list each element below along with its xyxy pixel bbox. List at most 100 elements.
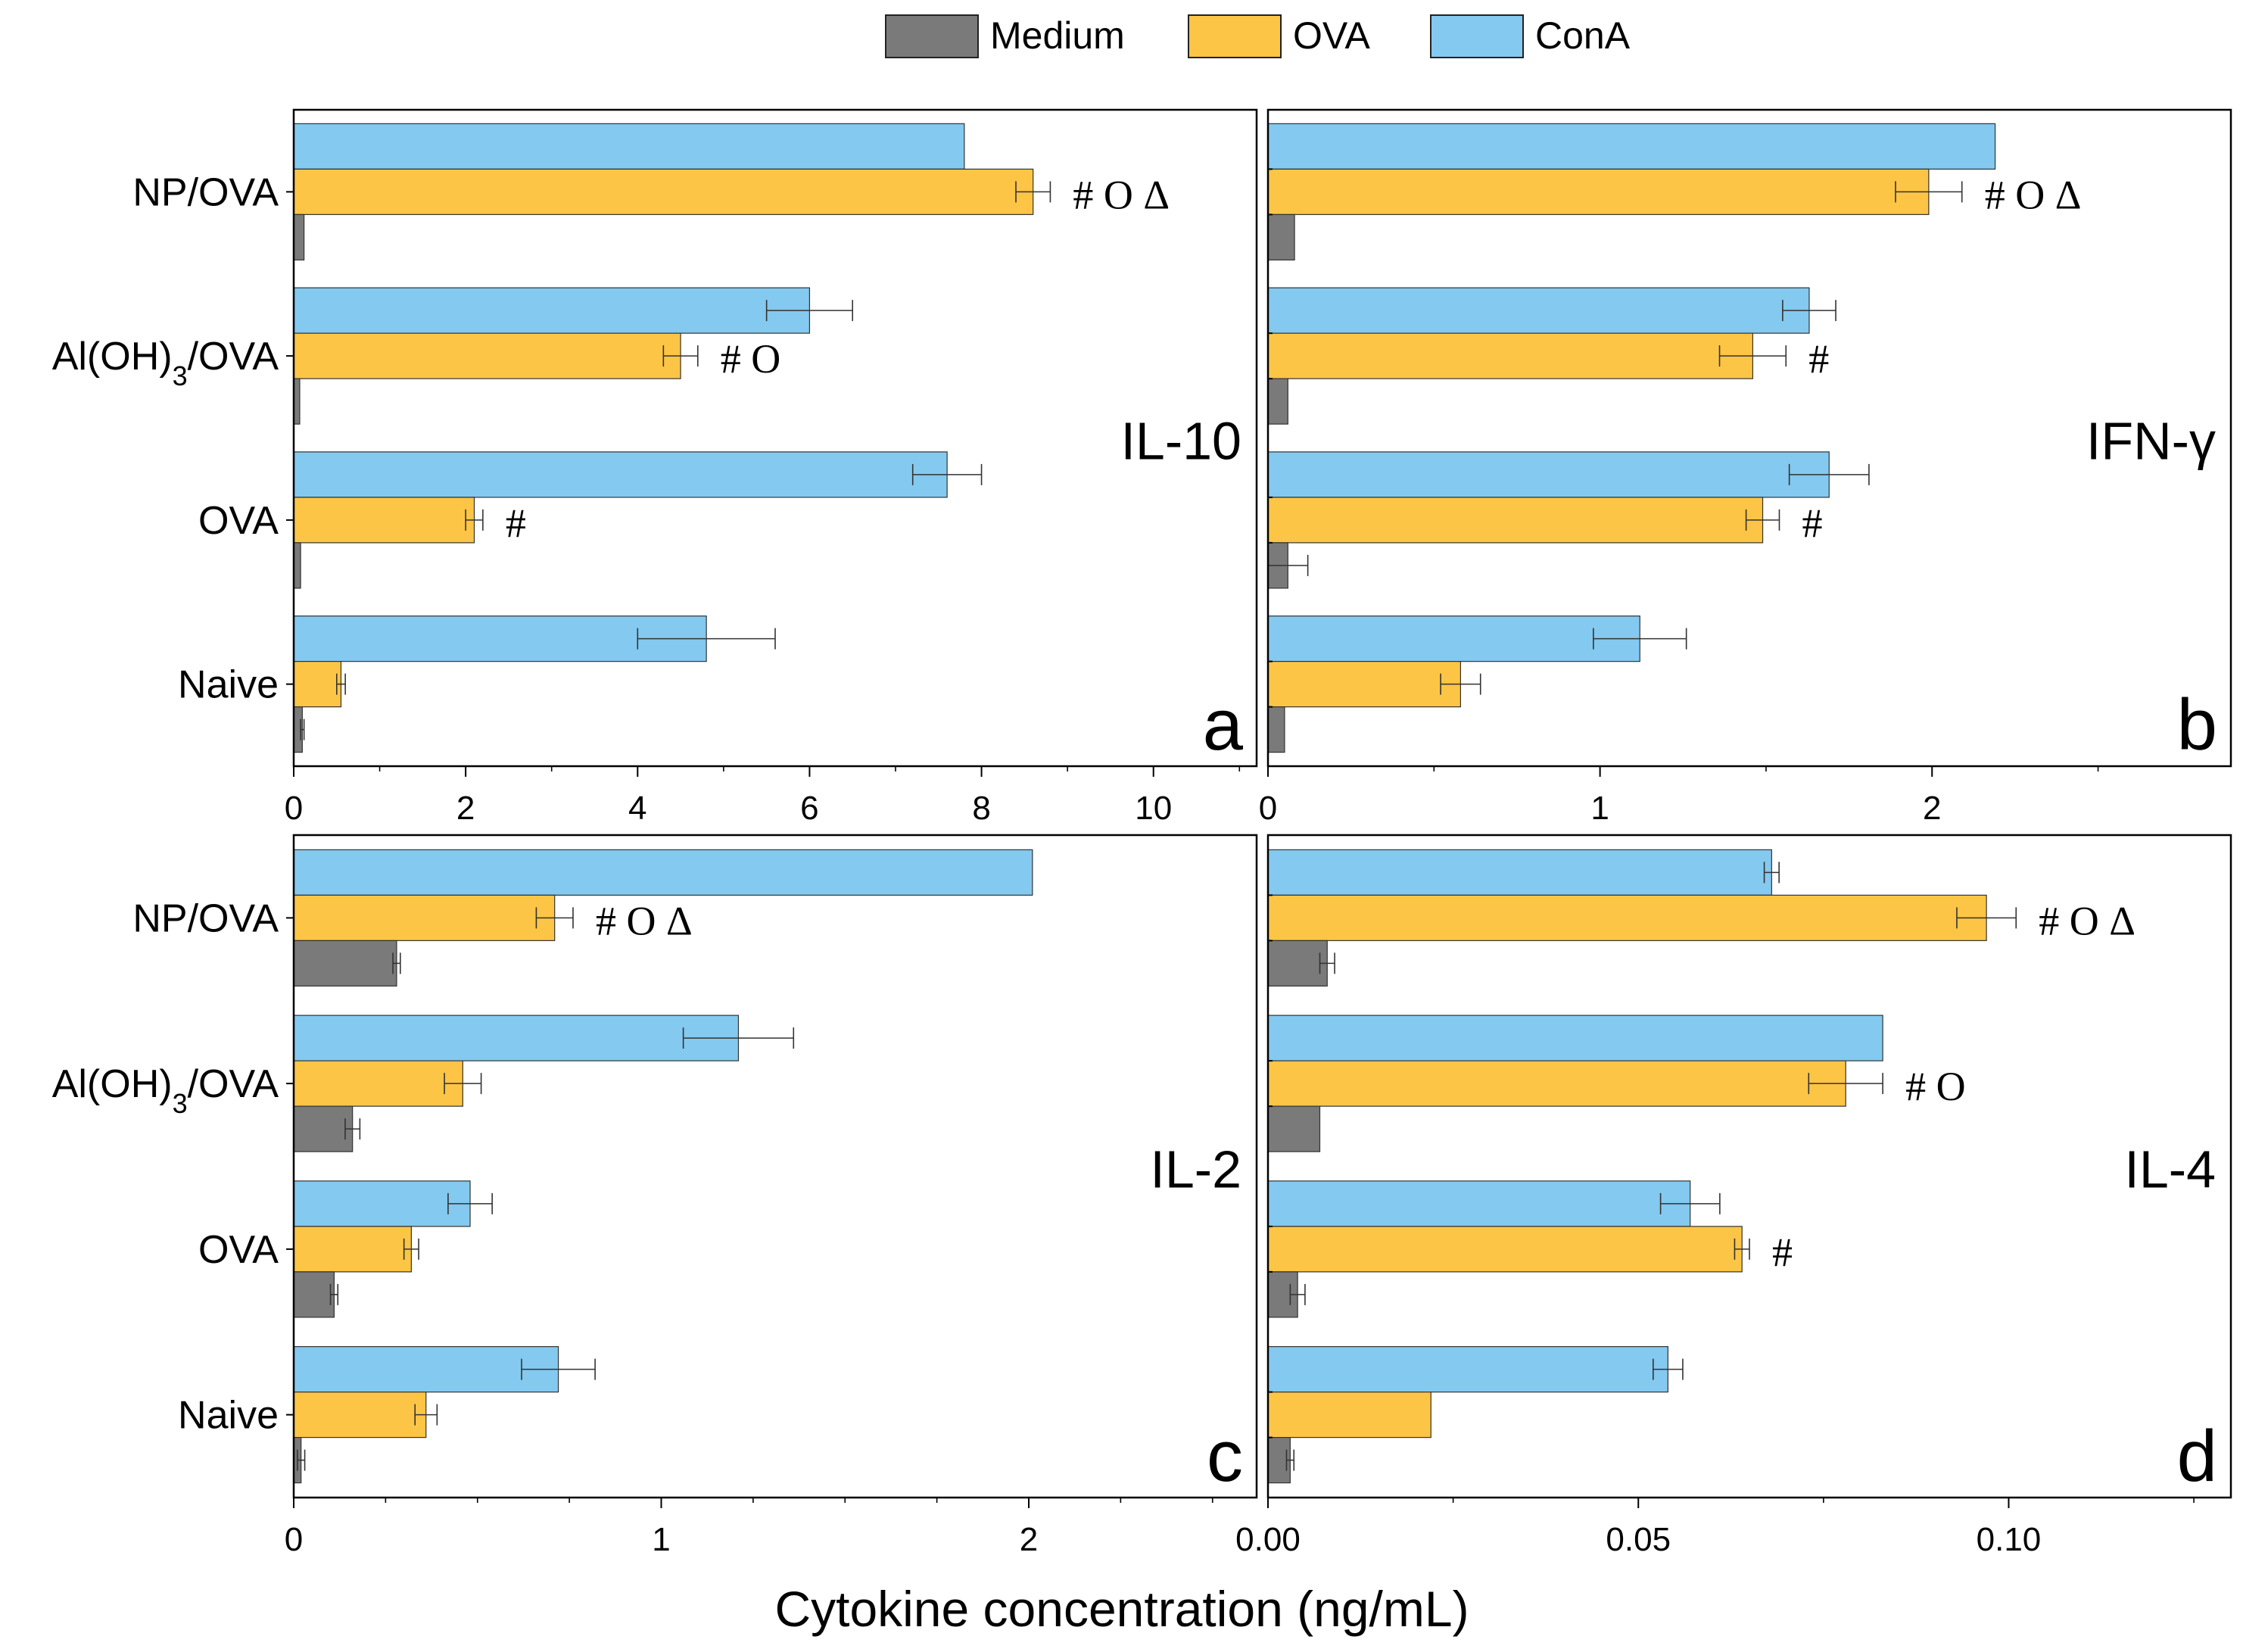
bar-ova: [293, 332, 681, 379]
bar-cona: [1267, 1015, 1883, 1061]
x-tick-label: 0.05: [1606, 1521, 1671, 1558]
category-label: NP/OVA: [132, 896, 279, 940]
x-axis: 0 2 4 6 8 10: [285, 766, 1241, 827]
significance-annotation: #: [1802, 500, 1822, 546]
bar-cona: [293, 1346, 559, 1393]
error-bar-medium: [300, 718, 305, 740]
error-bar-medium: [329, 1283, 339, 1305]
bar-ova: [293, 1226, 412, 1273]
bar-medium: [1267, 214, 1295, 260]
bar-group-naive: Naive: [178, 616, 776, 753]
x-tick-label: 0.00: [1235, 1521, 1301, 1558]
error-bar-cona: [765, 300, 854, 322]
panel-letter: a: [1203, 684, 1244, 765]
significance-annotation: # O Δ: [1985, 172, 2082, 217]
error-bar-ova: [662, 345, 699, 367]
significance-annotation: # O Δ: [2039, 898, 2136, 943]
x-tick-label: 10: [1135, 790, 1172, 827]
x-tick-label: 0.10: [1977, 1521, 2042, 1558]
error-bar-ova: [444, 1073, 482, 1095]
bar-cona: [1267, 451, 1830, 498]
bar-ova: [1267, 894, 1987, 941]
legend-swatch-medium: [885, 14, 979, 58]
bar-cona: [293, 451, 948, 498]
bar-medium: [293, 542, 301, 589]
bar-group-ova: # OVA: [198, 451, 983, 589]
bar-cona: [293, 1015, 740, 1061]
error-bar-cona: [911, 463, 983, 485]
x-axis: 0.00 0.05 0.10: [1235, 1498, 2195, 1558]
error-bar-medium: [1319, 952, 1335, 974]
significance-annotation: #: [1808, 336, 1829, 382]
panel-letter: c: [1207, 1416, 1243, 1497]
x-axis: 0 1 2: [1259, 766, 2099, 827]
error-bar-cona: [1659, 1192, 1721, 1214]
bar-medium: [293, 940, 397, 987]
significance-annotation: #: [506, 500, 526, 546]
error-bar-cona: [1593, 628, 1687, 650]
panel-b: # O Δ # #0 1 2 IFN-γ b: [1259, 108, 2232, 827]
legend-label-ova: OVA: [1293, 14, 1371, 57]
panel-frame: [292, 834, 1258, 1499]
significance-annotation: # O: [1905, 1064, 1966, 1109]
legend-item-ova: OVA: [1188, 14, 1371, 58]
error-bar-ova: [1956, 907, 2017, 929]
error-bar-ova: [414, 1404, 438, 1426]
x-axis: 0 1 2: [285, 1498, 1213, 1558]
error-bar-cona: [682, 1027, 795, 1049]
bar-ova: [293, 1060, 463, 1107]
error-bar-cona: [1788, 463, 1870, 485]
x-tick-label: 2: [456, 790, 475, 827]
bar-medium: [293, 1105, 354, 1152]
bar-ova: [1267, 332, 1753, 379]
panel-frame: [1266, 834, 2232, 1499]
significance-annotation: # O Δ: [1073, 172, 1170, 217]
error-bar-cona: [1653, 1358, 1684, 1380]
bar-ova: [293, 168, 1034, 215]
legend: Medium OVA ConA: [885, 14, 1631, 58]
significance-annotation: # O: [721, 336, 780, 382]
x-tick-label: 2: [1923, 790, 1941, 827]
legend-label-cona: ConA: [1535, 14, 1631, 57]
bar-cona: [1267, 123, 1996, 170]
bar-ova: [293, 661, 342, 708]
bar-cona: [293, 1180, 471, 1227]
error-bar-medium: [392, 952, 401, 974]
bar-medium: [1267, 1105, 1321, 1152]
x-tick-label: 0: [285, 790, 303, 827]
cytokine-label: IL-2: [1150, 1140, 1241, 1199]
category-label: OVA: [198, 1228, 279, 1272]
legend-swatch-cona: [1430, 14, 1524, 58]
bar-ova: [293, 497, 475, 544]
cytokine-label: IL-4: [2124, 1140, 2216, 1199]
x-tick-label: 0: [285, 1521, 303, 1558]
bar-group-ova: #: [1267, 1180, 1793, 1318]
bar-cona: [293, 123, 965, 170]
significance-annotation: # O Δ: [596, 898, 693, 943]
error-bar-medium: [1289, 1283, 1306, 1305]
bar-group-ova: #: [1267, 451, 1870, 589]
bar-group-np-ova: # O Δ NP/OVA: [132, 123, 1170, 260]
bar-cona: [293, 287, 811, 334]
bar-group-al-oh-3-ova: #: [1267, 287, 1836, 425]
x-tick-label: 0: [1259, 790, 1277, 827]
error-bar-ova: [1895, 181, 1963, 203]
x-tick-label: 1: [652, 1521, 670, 1558]
bar-ova: [1267, 661, 1461, 708]
bar-cona: [1267, 287, 1810, 334]
category-label: Naive: [178, 663, 279, 707]
bar-cona: [1267, 1180, 1691, 1227]
bar-group-ova: OVA: [198, 1180, 493, 1318]
bar-group-naive: Naive: [178, 1346, 596, 1484]
legend-item-medium: Medium: [885, 14, 1125, 58]
error-bar-medium: [1285, 1449, 1295, 1471]
x-tick-label: 2: [1020, 1521, 1038, 1558]
bar-group-al-oh-3-ova: # O Al(OH)3/OVA: [52, 287, 854, 425]
category-label: Naive: [178, 1394, 279, 1438]
error-bar-ova: [1718, 345, 1787, 367]
legend-label-medium: Medium: [990, 14, 1125, 57]
bar-medium: [1267, 378, 1288, 425]
error-bar-ova: [1808, 1073, 1883, 1095]
panels: # O Δ NP/OVA # O Al(OH)3/OVA # OVA Naive 0 2 4 6 8 1…: [52, 108, 2232, 1558]
